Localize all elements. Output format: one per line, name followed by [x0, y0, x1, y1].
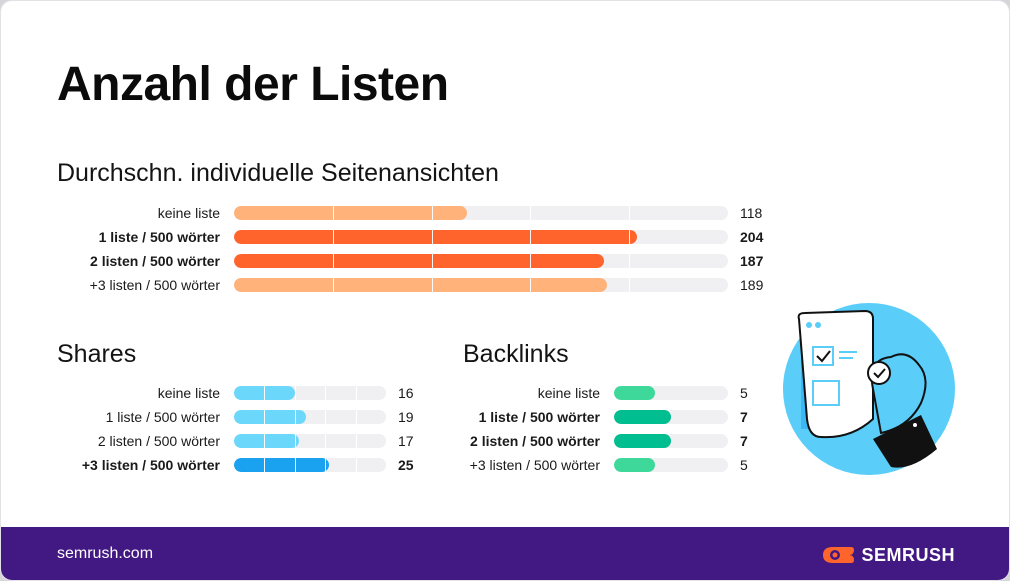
- pageviews-value-label: 187: [740, 253, 764, 269]
- shares-value-label: 19: [398, 409, 414, 425]
- backlinks-category-label: keine liste: [537, 385, 600, 401]
- pageviews-gridline: [333, 230, 334, 244]
- shares-bar: [234, 434, 299, 448]
- backlinks-bar-track: [614, 434, 728, 448]
- backlinks-value-label: 5: [740, 385, 748, 401]
- backlinks-bar-track: [614, 458, 728, 472]
- shares-gridline: [295, 458, 296, 472]
- checklist-paper: [797, 309, 874, 439]
- pageviews-bar-track: [234, 230, 728, 244]
- pageviews-gridline: [530, 230, 531, 244]
- shares-gridline: [356, 434, 357, 448]
- backlinks-category-label: +3 listen / 500 wörter: [469, 457, 600, 473]
- pageviews-gridline: [629, 230, 630, 244]
- shares-gridline: [356, 386, 357, 400]
- pageviews-bar-track: [234, 206, 728, 220]
- page-title: Anzahl der Listen: [57, 58, 449, 111]
- pageviews-category-label: +3 listen / 500 wörter: [89, 277, 220, 293]
- pageviews-gridline: [530, 278, 531, 292]
- shares-gridline: [295, 410, 296, 424]
- shares-bar-track: [234, 458, 386, 472]
- shares-bar-track: [234, 386, 386, 400]
- backlinks-chart-title: Backlinks: [463, 340, 569, 368]
- backlinks-bar: [614, 410, 671, 424]
- shares-gridline: [295, 434, 296, 448]
- pageviews-gridline: [333, 254, 334, 268]
- pageviews-gridline: [333, 206, 334, 220]
- pageviews-bar-track: [234, 278, 728, 292]
- pageviews-gridline: [530, 206, 531, 220]
- brand-name: SEMRUSH: [861, 544, 955, 565]
- shares-value-label: 16: [398, 385, 414, 401]
- pageviews-category-label: keine liste: [157, 205, 220, 221]
- shares-gridline: [325, 410, 326, 424]
- pageviews-value-label: 189: [740, 277, 764, 293]
- shares-gridline: [264, 386, 265, 400]
- pageviews-category-label: 1 liste / 500 wörter: [98, 229, 220, 245]
- pageviews-gridline: [629, 278, 630, 292]
- shares-gridline: [356, 410, 357, 424]
- shares-bar: [234, 458, 329, 472]
- backlinks-value-label: 7: [740, 409, 748, 425]
- backlinks-bar: [614, 386, 655, 400]
- pageviews-gridline: [333, 278, 334, 292]
- pageviews-value-label: 118: [740, 205, 763, 221]
- shares-gridline: [295, 386, 296, 400]
- shares-category-label: keine liste: [157, 385, 220, 401]
- semrush-flame-icon: [823, 547, 855, 563]
- shares-chart-title: Shares: [57, 340, 137, 368]
- shares-gridline: [356, 458, 357, 472]
- shares-gridline: [264, 458, 265, 472]
- pageviews-bar: [234, 254, 604, 268]
- footer-bar: semrush.com SEMRUSH: [1, 527, 1009, 580]
- shares-gridline: [325, 386, 326, 400]
- backlinks-value-label: 7: [740, 433, 748, 449]
- pageviews-gridline: [530, 254, 531, 268]
- brand-logo[interactable]: SEMRUSH: [821, 543, 955, 567]
- shares-gridline: [264, 434, 265, 448]
- shares-value-label: 25: [398, 457, 414, 473]
- pageviews-bar: [234, 206, 467, 220]
- pageviews-gridline: [432, 254, 433, 268]
- pageviews-gridline: [432, 278, 433, 292]
- backlinks-category-label: 1 liste / 500 wörter: [478, 409, 600, 425]
- backlinks-bar: [614, 434, 671, 448]
- checklist-illustration: [783, 303, 955, 475]
- backlinks-bar-track: [614, 410, 728, 424]
- pageviews-gridline: [432, 230, 433, 244]
- shares-category-label: 2 listen / 500 wörter: [97, 433, 220, 449]
- shares-gridline: [325, 434, 326, 448]
- pageviews-gridline: [629, 254, 630, 268]
- pageviews-gridline: [629, 206, 630, 220]
- ok-hand: [867, 353, 937, 468]
- footer-url[interactable]: semrush.com: [57, 545, 154, 562]
- shares-category-label: 1 liste / 500 wörter: [105, 409, 220, 425]
- backlinks-value-label: 5: [740, 457, 748, 473]
- pageviews-chart-title: Durchschn. individuelle Seitenansichten: [57, 159, 499, 187]
- pageviews-bar: [234, 278, 607, 292]
- shares-bar-track: [234, 410, 386, 424]
- shares-bar: [234, 410, 306, 424]
- backlinks-bar-track: [614, 386, 728, 400]
- shares-gridline: [325, 458, 326, 472]
- shares-value-label: 17: [398, 433, 414, 449]
- shares-gridline: [264, 410, 265, 424]
- pageviews-bar-track: [234, 254, 728, 268]
- pageviews-bar: [234, 230, 637, 244]
- pageviews-gridline: [432, 206, 433, 220]
- shares-category-label: +3 listen / 500 wörter: [81, 457, 220, 473]
- backlinks-category-label: 2 listen / 500 wörter: [470, 433, 600, 449]
- shares-bar-track: [234, 434, 386, 448]
- pageviews-category-label: 2 listen / 500 wörter: [90, 253, 220, 269]
- pageviews-value-label: 204: [740, 229, 764, 245]
- backlinks-bar: [614, 458, 655, 472]
